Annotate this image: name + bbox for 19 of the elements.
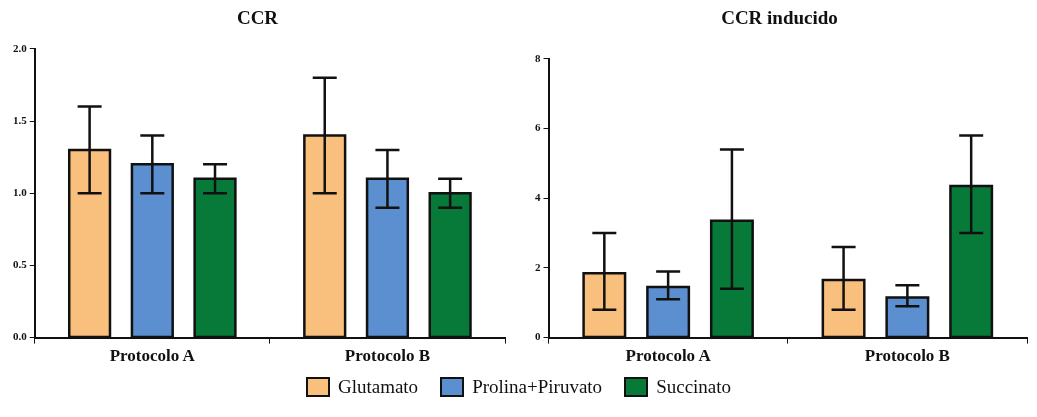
x-tick-label: Protocolo B (344, 346, 431, 366)
y-tick-label: 0.5 (13, 258, 28, 271)
y-tick-label: 0.0 (13, 330, 28, 343)
y-tick-label: 2.0 (13, 41, 28, 54)
legend-label: Prolina+Piruvato (472, 376, 603, 398)
x-tick-label: Protocolo B (864, 346, 950, 366)
chart-title: CCR inducido (721, 7, 838, 29)
y-tick-label: 6 (535, 121, 541, 134)
legend-label: Glutamato (337, 376, 419, 398)
y-tick-label: 2 (535, 260, 541, 273)
x-tick-label: Protocolo A (109, 346, 196, 366)
chart-title: CCR (236, 7, 279, 29)
x-tick-label: Protocolo A (625, 346, 712, 366)
y-tick-label: 1.5 (13, 113, 28, 126)
y-tick-label: 4 (535, 191, 541, 204)
y-tick-label: 8 (535, 51, 541, 64)
legend-label: Succinato (656, 376, 732, 398)
y-tick-label: 0 (535, 330, 541, 343)
y-tick-label: 1.0 (13, 186, 28, 199)
